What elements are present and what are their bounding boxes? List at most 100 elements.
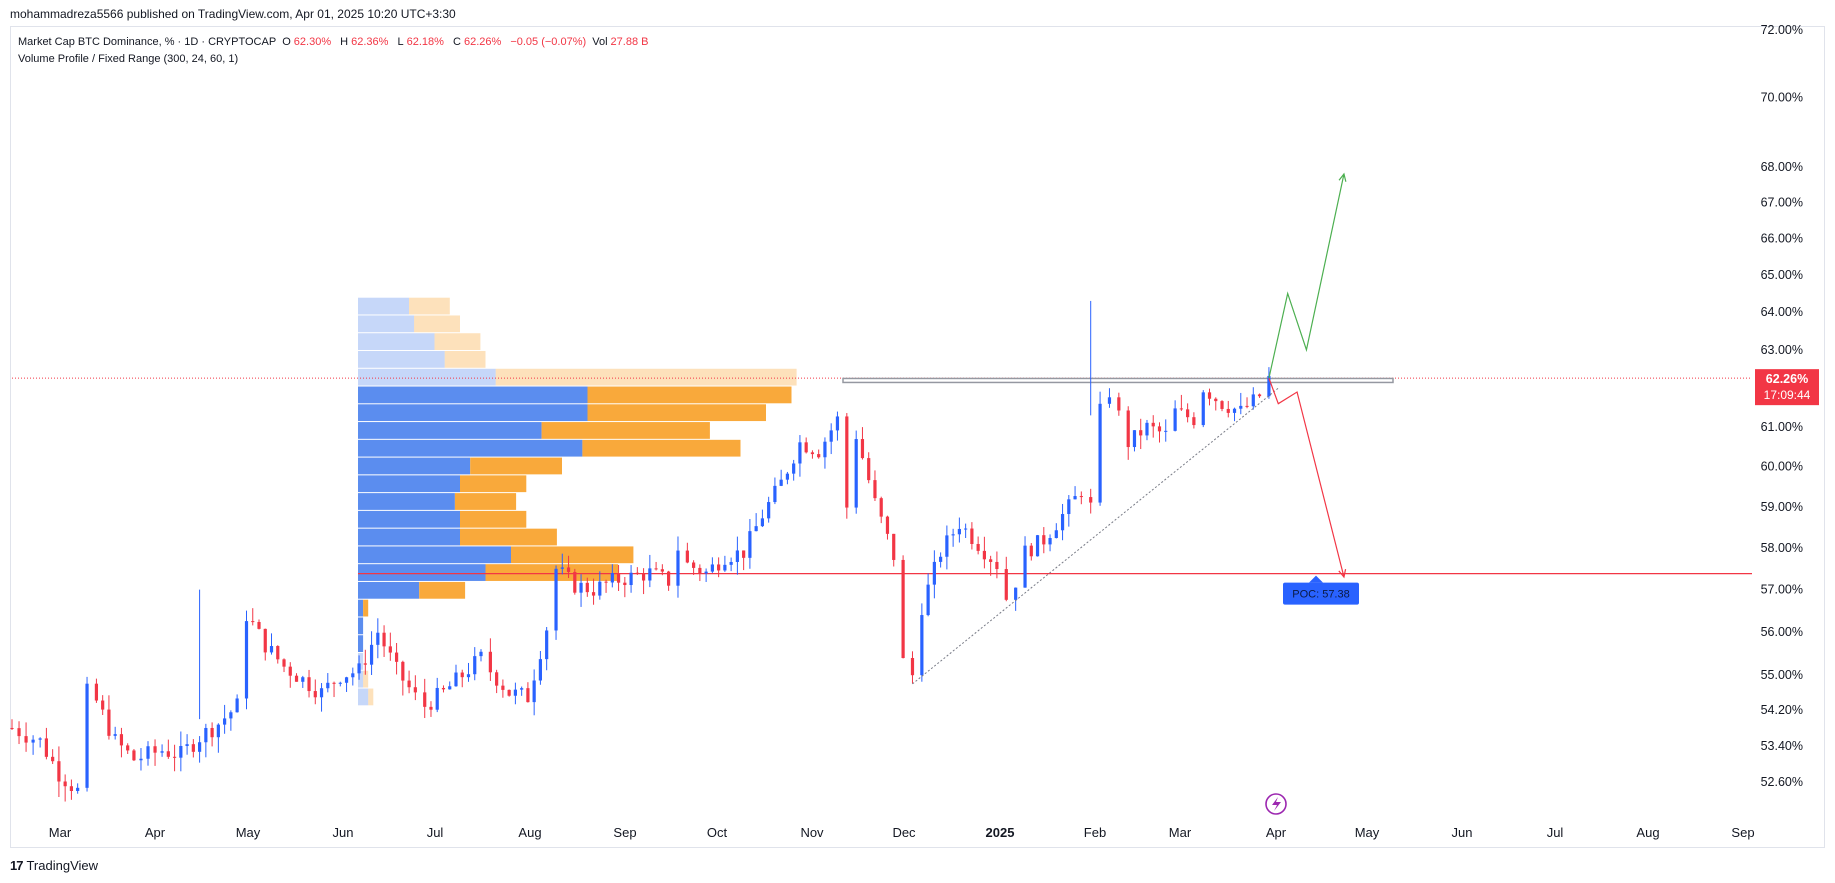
volume-profile-down-bar (495, 368, 797, 386)
candle-body (1201, 392, 1205, 426)
volume-profile-up-bar (358, 422, 542, 439)
candle-body (704, 571, 708, 574)
candle-body (982, 550, 986, 560)
candle-body (351, 673, 355, 678)
candle-body (610, 573, 614, 583)
candle-body (388, 646, 392, 653)
candle-body (85, 683, 89, 788)
x-tick-label: Mar (1169, 825, 1192, 840)
x-tick-label: Jul (427, 825, 444, 840)
candle-body (257, 621, 261, 629)
candle-body (1098, 403, 1102, 503)
chart-legend: Market Cap BTC Dominance, % · 1D · CRYPT… (18, 34, 654, 68)
candle-body (94, 683, 99, 701)
x-tick-label: May (1355, 825, 1380, 840)
volume-profile-down-bar (368, 688, 374, 706)
volume-profile-up-bar (358, 333, 435, 350)
candle-body (798, 442, 802, 464)
candle-body (460, 672, 464, 678)
y-tick-label: 64.00% (1761, 305, 1803, 319)
volume-profile-up-bar (358, 635, 364, 653)
candle-body (448, 686, 452, 690)
candle-body (723, 564, 727, 571)
candle-body (648, 568, 652, 581)
volume-profile-up-bar (358, 510, 460, 528)
candle-body (326, 682, 330, 689)
candle-body (1132, 430, 1137, 448)
y-tick-label: 63.00% (1761, 343, 1803, 357)
candle-body (1257, 394, 1262, 397)
candle-body (729, 561, 733, 565)
candle-body (288, 666, 292, 676)
volume-profile-down-bar (454, 493, 517, 510)
candle-body (735, 550, 739, 562)
candle-body (113, 734, 117, 736)
x-tick-label: Jun (333, 825, 354, 840)
candle-body (1014, 587, 1018, 600)
candle-body (892, 533, 896, 560)
candle-body (338, 682, 342, 684)
candle-body (854, 439, 858, 508)
candle-body (976, 543, 980, 551)
candle-body (1042, 535, 1046, 545)
volume-profile-down-bar (541, 422, 710, 439)
volume-profile-up-bar (358, 688, 369, 706)
y-tick-label: 57.00% (1761, 583, 1803, 597)
poc-label-pointer (1309, 575, 1323, 583)
candle-body (1220, 401, 1224, 409)
volume-profile-down-bar (587, 404, 766, 422)
candle-body (1186, 409, 1190, 418)
candle-body (742, 550, 746, 558)
close-value: C 62.26% (453, 36, 502, 48)
volume-profile-down-bar (582, 439, 741, 457)
y-tick-label: 72.00% (1761, 23, 1803, 37)
y-tick-label: 53.40% (1761, 739, 1803, 753)
candle-body (394, 652, 399, 662)
candle-body (989, 559, 993, 562)
x-tick-label: Oct (707, 825, 728, 840)
bullish-projection-arrowhead (1338, 172, 1347, 182)
volume-profile-down-bar (414, 315, 460, 333)
candle-body (454, 672, 458, 687)
candle-body (229, 712, 233, 719)
volume-profile-down-bar (511, 546, 634, 564)
candle-body (1067, 499, 1071, 515)
candle-body (1251, 394, 1255, 407)
candle-body (423, 692, 427, 707)
volume-profile-up-bar (358, 546, 511, 564)
candle-body (357, 663, 361, 674)
candle-body (748, 531, 752, 558)
candle-body (1107, 397, 1112, 404)
candle-body (479, 651, 483, 657)
candle-body (710, 564, 714, 572)
x-tick-label: Aug (518, 825, 541, 840)
candle-body (160, 751, 164, 753)
candle-body (210, 727, 214, 738)
candle-body (235, 698, 239, 713)
candle-body (810, 452, 815, 455)
volume-profile-up-bar (358, 493, 455, 510)
x-tick-label: Mar (49, 825, 72, 840)
candle-body (867, 458, 871, 481)
candle-body (17, 728, 21, 737)
volume-profile-up-bar (358, 315, 415, 333)
footer-brand[interactable]: 17 TradingView (10, 858, 98, 873)
candle-body (579, 582, 583, 593)
volume-profile-up-bar (358, 670, 364, 688)
indicator-label[interactable]: Volume Profile / Fixed Range (300, 24, 6… (18, 53, 239, 65)
candle-body (24, 736, 28, 743)
candle-body (1267, 375, 1271, 397)
candle-body (429, 706, 433, 710)
price-badge-value: 62.26% (1766, 372, 1808, 386)
candle-body (132, 750, 136, 761)
candle-body (532, 680, 536, 703)
candle-body (873, 480, 877, 499)
candle-body (692, 562, 696, 568)
volume-profile-down-bar (409, 297, 450, 315)
volume-profile-up-bar (358, 368, 496, 386)
low-value: L 62.18% (397, 36, 444, 48)
x-tick-label: Jul (1547, 825, 1564, 840)
symbol-title[interactable]: Market Cap BTC Dominance, % · 1D · CRYPT… (18, 36, 277, 48)
candle-body (101, 700, 105, 710)
